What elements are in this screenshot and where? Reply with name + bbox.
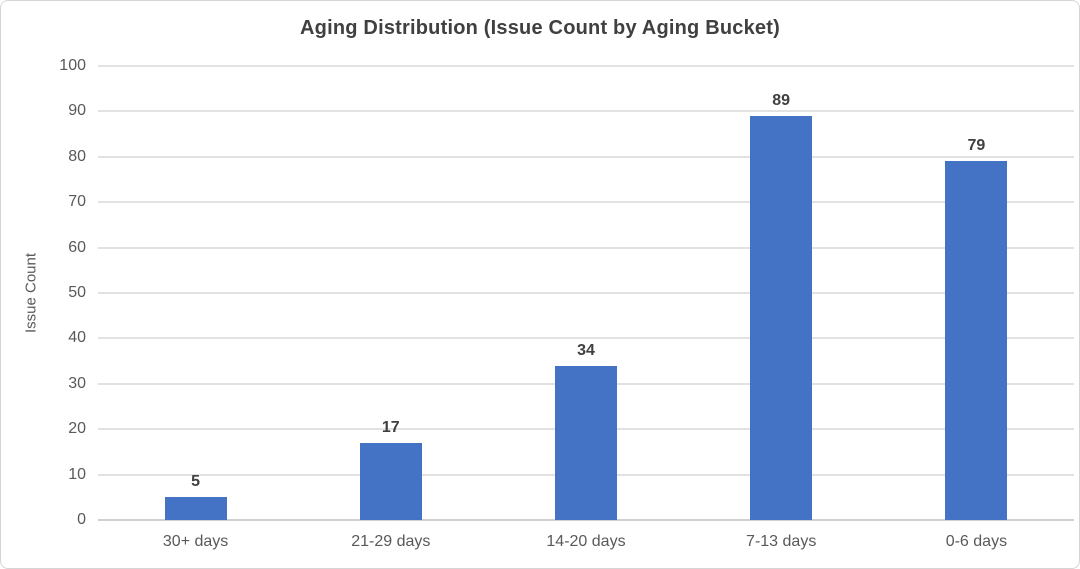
y-axis-tick-label: 0	[77, 511, 86, 528]
y-axis-tick-label: 60	[68, 238, 86, 256]
y-axis-tick-label: 30	[68, 374, 86, 392]
y-axis-tick-label: 10	[68, 465, 86, 483]
bar-value-label: 79	[967, 137, 986, 155]
gridline	[98, 110, 1074, 113]
bar-value-label: 5	[191, 473, 201, 491]
bar	[359, 442, 422, 520]
y-axis-tick-label: 50	[68, 284, 86, 301]
gridline	[98, 65, 1074, 67]
bar	[555, 365, 617, 520]
x-axis-category-label: 0-6 days	[945, 533, 1008, 550]
y-axis-tick-label: 100	[59, 57, 86, 74]
gridline	[98, 246, 1074, 249]
bar	[750, 115, 813, 520]
y-axis-tick-label: 40	[68, 329, 86, 347]
y-axis-tick-label: 80	[68, 147, 86, 165]
bar-value-label: 17	[381, 418, 400, 436]
y-axis-tick-label: 70	[68, 193, 86, 211]
x-axis-line	[98, 519, 1074, 521]
plot-area: 5 17 34 89 79	[98, 65, 1074, 521]
gridline	[98, 201, 1074, 204]
gridline	[98, 337, 1074, 340]
x-axis-category-label: 21-29 days	[351, 533, 431, 550]
chart-title: Aging Distribution (Issue Count by Aging…	[300, 17, 780, 39]
bar	[945, 161, 1008, 520]
gridline	[98, 292, 1074, 294]
bar-value-label: 34	[577, 341, 595, 359]
x-axis-category-label: 14-20 days	[546, 533, 626, 550]
x-axis-category-label: 30+ days	[162, 533, 229, 550]
y-axis-tick-label: 90	[68, 102, 86, 120]
bar	[164, 497, 227, 520]
x-axis-category-label: 7-13 days	[746, 533, 817, 550]
y-axis-tick-label: 20	[68, 420, 86, 438]
gridline	[98, 155, 1074, 158]
bar-value-label: 89	[772, 91, 791, 109]
